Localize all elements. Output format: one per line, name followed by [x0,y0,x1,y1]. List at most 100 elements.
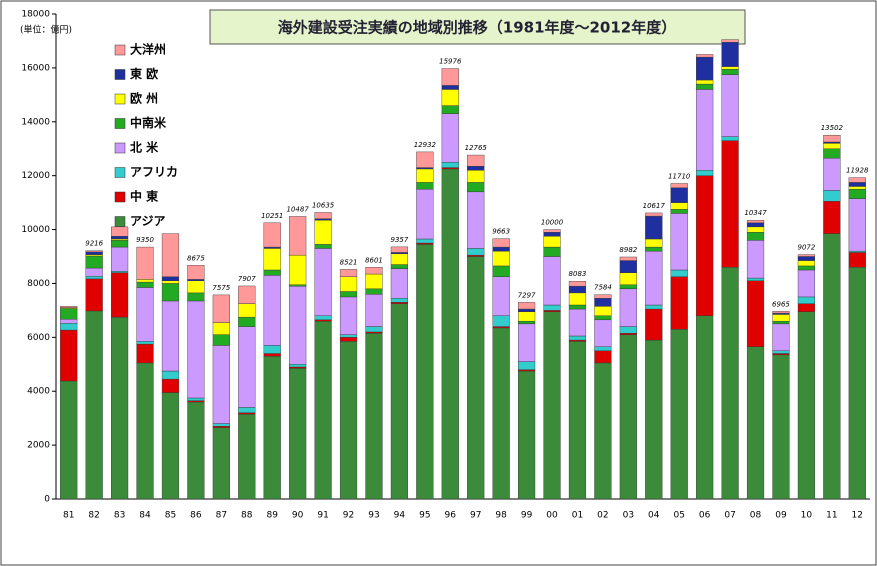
x-tick-label: 08 [750,511,762,521]
bar-segment [467,248,485,256]
bar-segment [492,327,510,500]
bar-segment [568,285,587,294]
bar-segment [517,302,536,310]
bar-segment [568,292,587,306]
x-tick-label: 97 [470,511,481,521]
bar-segment [823,233,841,500]
bar-segment [568,341,587,500]
bar-segment [670,269,688,277]
legend-label: アフリカ [130,165,178,179]
bar-segment [797,311,816,500]
bar-segment [187,265,205,280]
bar-segment [670,213,688,271]
bar-segment [212,423,230,427]
bar-segment [85,254,103,257]
bar-segment [619,272,637,285]
bar-segment [85,250,103,253]
bar-segment [441,168,459,500]
x-tick-label: 92 [343,511,354,521]
bar-segment [187,279,205,281]
bar-segment [594,294,612,299]
bar-segment [136,341,154,345]
bar-segment [390,246,409,253]
title-box [209,9,746,45]
bar-segment [289,285,307,365]
bar-segment [416,151,434,168]
bar-segment [416,188,434,240]
bar-segment [161,378,180,393]
total-label: 13502 [821,124,844,132]
total-label: 12932 [414,141,437,149]
bar-segment [492,326,510,329]
bar-segment [136,279,154,283]
bar-segment [416,167,434,170]
bar-segment [619,334,637,500]
x-tick-label: 89 [266,511,278,521]
total-label: 12765 [465,144,488,152]
bar-segment [187,292,205,302]
bar-segment [568,281,587,287]
bar-segment [517,323,536,362]
bar-segment [645,238,663,248]
total-label: 15976 [439,58,462,66]
bar-segment [314,244,332,249]
bar-segment [314,319,332,322]
total-label: 10251 [261,212,283,220]
bar-segment [543,232,561,237]
bar-segment [848,267,866,500]
legend-swatch [114,93,126,105]
y-tick-label: 18000 [21,10,50,20]
bar-segment [441,68,459,86]
bar-segment [161,370,180,380]
bar-segment [746,222,765,228]
bar-segment [645,339,663,500]
bar-segment [721,140,739,268]
bar-segment [263,355,281,500]
x-tick-label: 91 [317,511,328,521]
bar-segment [797,303,816,312]
total-label: 7907 [238,275,256,283]
bar-segment [161,233,180,277]
bar-segment [517,311,536,322]
y-tick-label: 4000 [27,387,50,397]
bar-segment [212,322,230,335]
bar-segment [136,281,154,288]
legend-swatch [114,191,126,203]
x-tick-label: 90 [292,511,304,521]
bar-segment [187,397,205,401]
bar-segment [136,246,154,280]
bar-segment [746,226,765,233]
bar-segment [645,246,663,252]
bar-segment [289,254,307,285]
bar-segment [823,134,841,143]
total-label: 9663 [492,228,510,236]
legend-swatch [114,167,126,178]
bar-segment [60,323,78,331]
bar-segment [390,302,409,304]
x-tick-label: 03 [623,511,634,521]
bar-segment [543,246,561,257]
bar-segment [645,215,663,240]
bar-segment [467,166,485,171]
total-label: 9072 [797,244,815,252]
total-label: 10000 [541,219,564,227]
bar-segment [60,308,78,320]
bar-segment [696,175,714,316]
bar-segment [314,320,332,500]
bar-segment [314,218,332,221]
bar-segment [696,170,714,176]
bar-segment [517,369,536,372]
bar-segment [848,186,866,190]
bar-segment [848,250,866,253]
bar-segment [441,161,459,168]
bar-segment [543,236,561,248]
x-tick-label: 83 [114,511,125,521]
bar-segment [619,260,637,273]
bar-segment [263,269,281,276]
bar-segment [619,284,637,290]
bar-segment [670,183,688,188]
bar-segment [238,407,256,413]
total-label: 9350 [136,236,154,244]
bar-segment [645,304,663,310]
bar-segment [85,267,103,277]
